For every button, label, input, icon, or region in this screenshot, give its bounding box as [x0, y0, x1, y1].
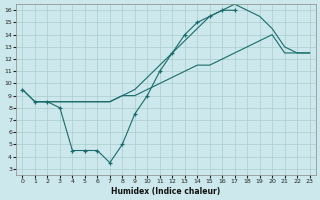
X-axis label: Humidex (Indice chaleur): Humidex (Indice chaleur) [111, 187, 221, 196]
